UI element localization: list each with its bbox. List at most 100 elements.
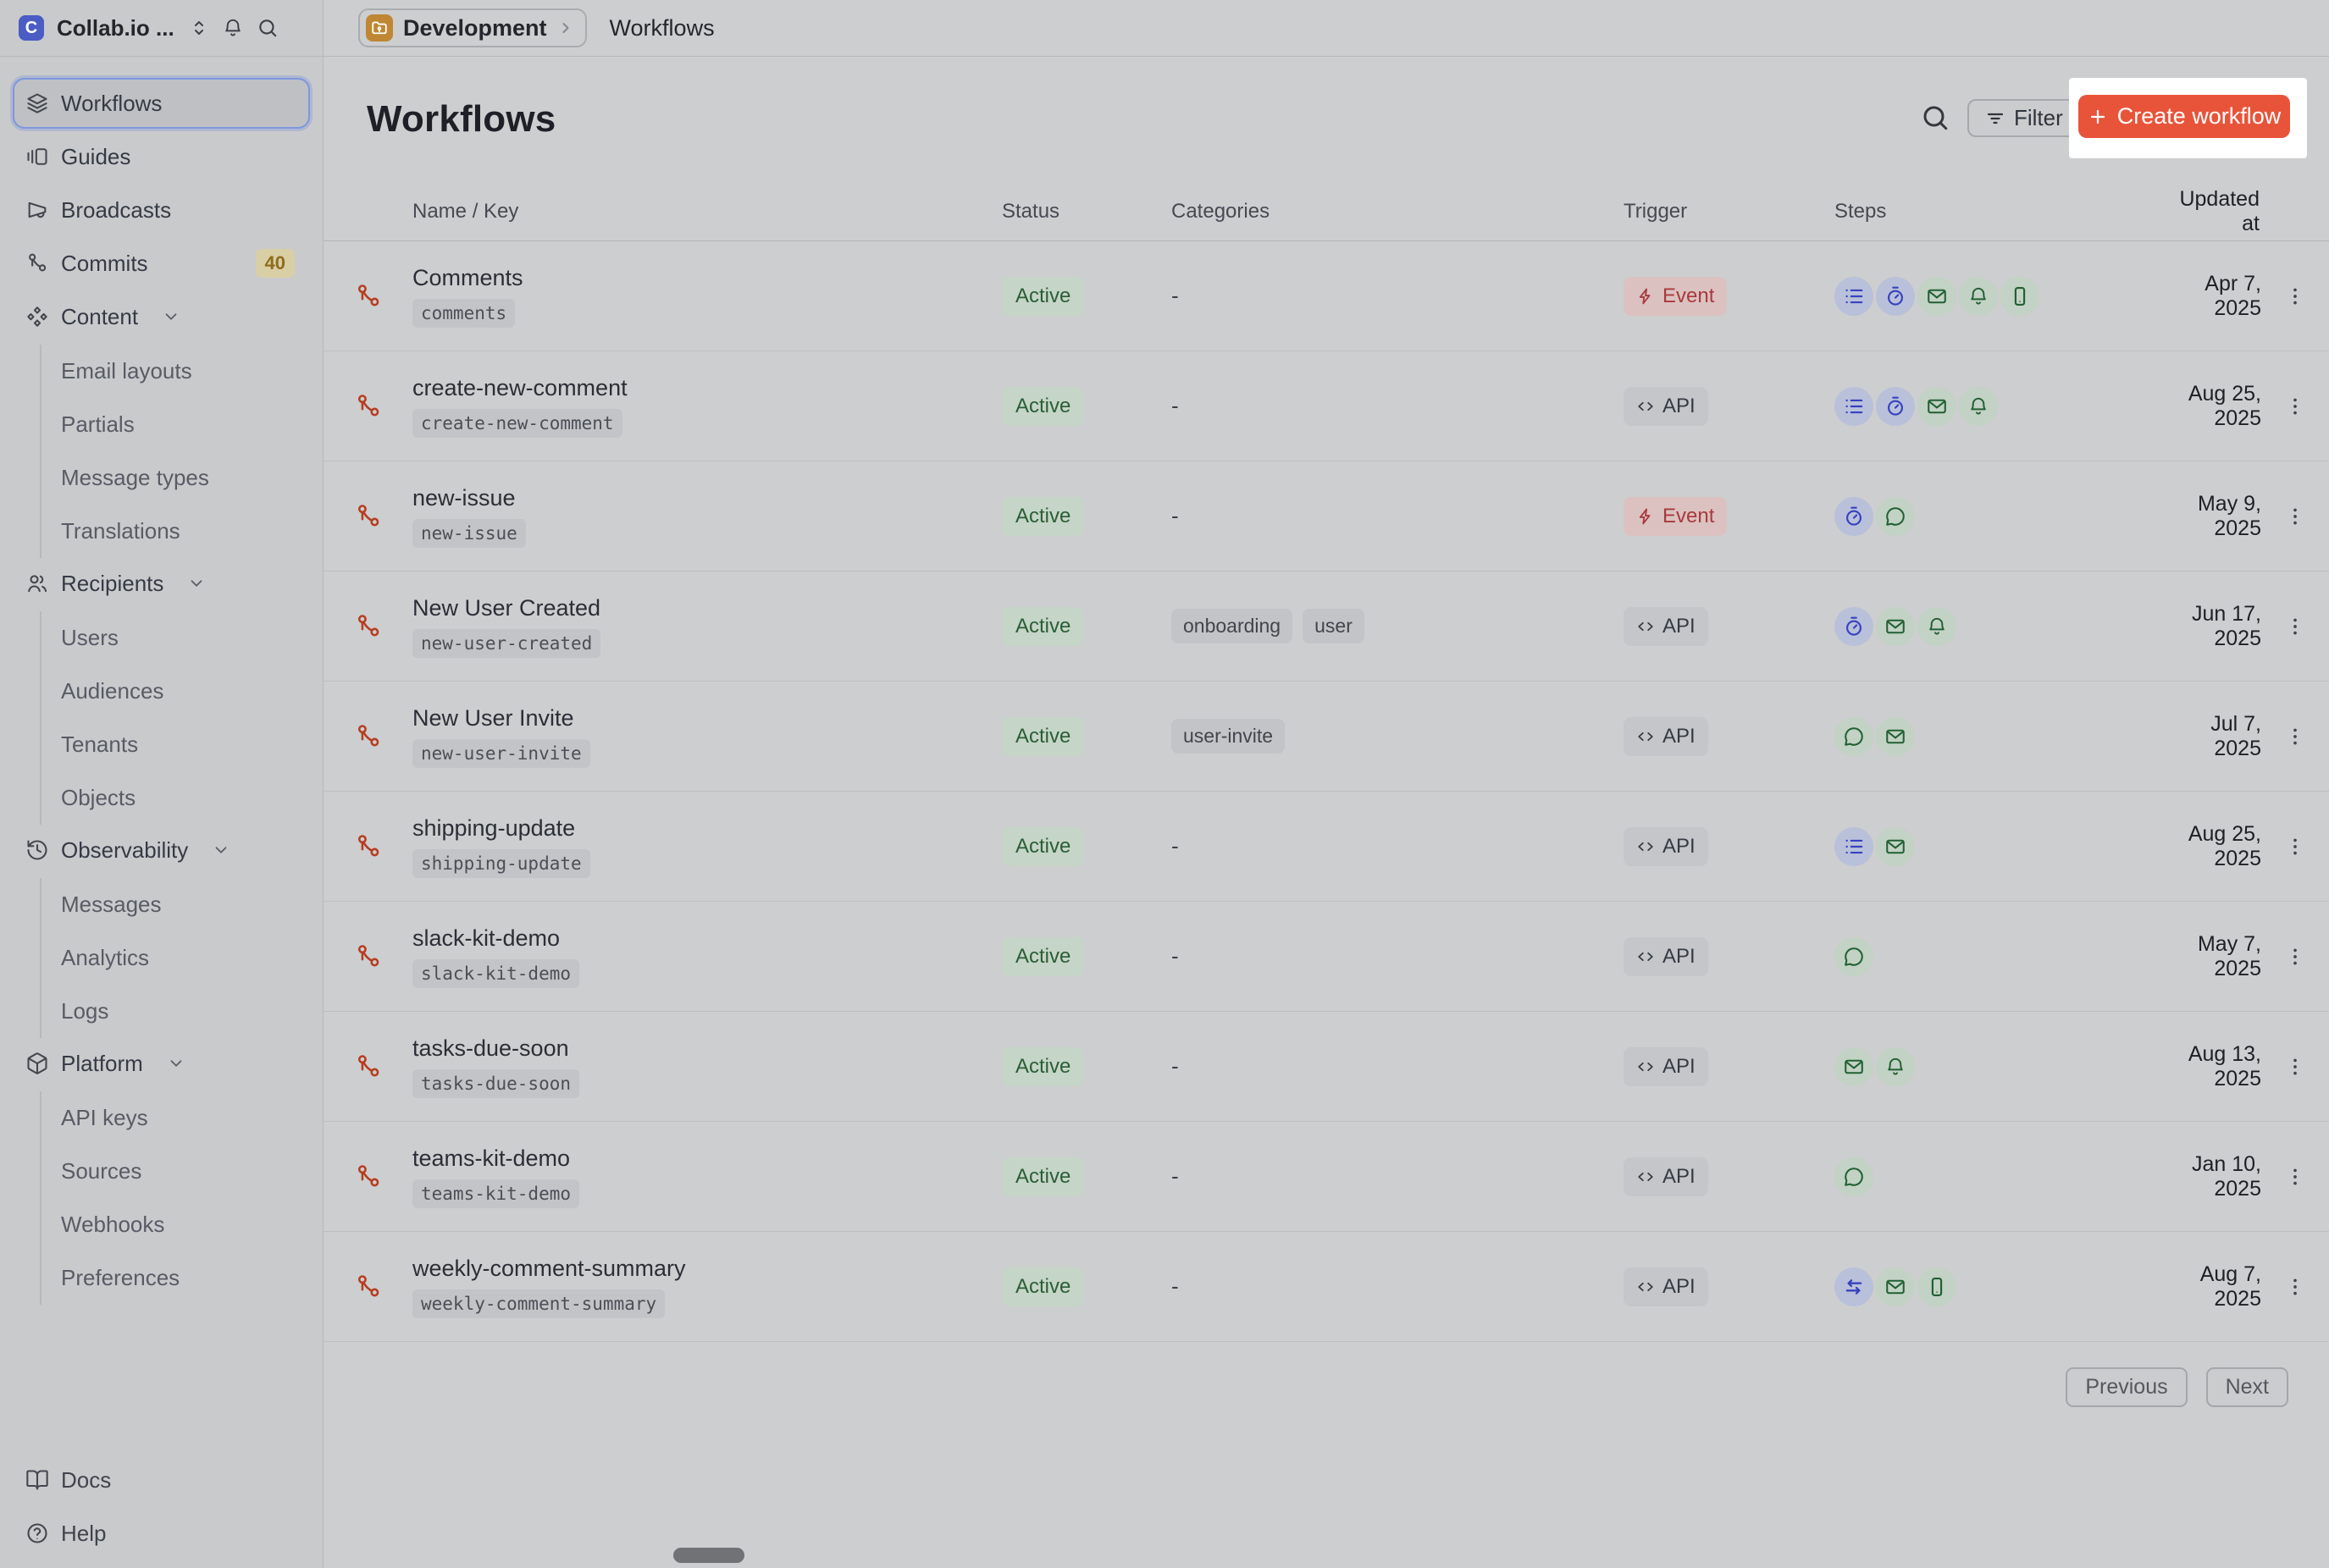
sidebar-subitem-api-keys[interactable]: API keys [61,1105,148,1130]
horizontal-scrollbar-thumb[interactable] [673,1548,744,1563]
workflow-type-cell [354,1052,412,1081]
sidebar-subitem-sources[interactable]: Sources [61,1158,142,1184]
sidebar-subitem-users[interactable]: Users [61,625,119,650]
sidebar-item-workflows[interactable]: Workflows [13,78,310,129]
sidebar-subitem-email-layouts[interactable]: Email layouts [61,358,192,384]
workflow-row-shipping-update[interactable]: shipping-update shipping-update Active - API… [324,792,2329,902]
sidebar-subitem-tenants[interactable]: Tenants [61,732,139,757]
filter-button[interactable]: Filter [1967,99,2081,137]
workflow-key: weekly-comment-summary [412,1289,666,1318]
sidebar-subitem-partials[interactable]: Partials [61,411,135,437]
help-circle-icon [25,1521,49,1545]
steps-cell [1834,826,2160,866]
workflow-row-new-issue[interactable]: new-issue new-issue Active - Event May 9, 202… [324,461,2329,571]
create-workflow-button[interactable]: Create workflow [2078,95,2290,138]
users-icon [25,571,49,595]
workflow-key: new-user-created [412,628,601,658]
table-header-row: Name / Key Status Categories Trigger Steps Up… [324,182,2329,241]
column-header-trigger: Trigger [1624,199,1688,223]
previous-page-button[interactable]: Previous [2066,1367,2188,1407]
code-icon [1636,837,1655,856]
sidebar-subitem-webhooks[interactable]: Webhooks [61,1212,165,1237]
sidebar-footer-item-help[interactable]: Help [13,1508,310,1559]
main-area: Development Workflows Workflows Filter C… [324,0,2329,1568]
workflow-branch-icon [354,392,383,421]
sidebar-subitem-messages[interactable]: Messages [61,892,162,917]
workflow-row-comments[interactable]: Comments comments Active - Event Apr 7, 2025 [324,241,2329,351]
sidebar-item-recipients[interactable]: Recipients [13,558,310,609]
status-cell: Active [1002,1157,1171,1196]
kebab-menu-icon[interactable] [2284,1166,2306,1188]
status-badge: Active [1002,826,1085,866]
sidebar-subitem-logs[interactable]: Logs [61,998,109,1024]
step-bell-icon [1876,1046,1915,1086]
sidebar-subitem-message-types[interactable]: Message types [61,465,209,490]
updated-at: Jul 7, 2025 [2210,711,2261,760]
workflow-row-new-user-created[interactable]: New User Created new-user-created Active on… [324,571,2329,682]
sidebar-item-label: Content [61,303,139,329]
kebab-menu-icon[interactable] [2284,836,2306,858]
sidebar-item-broadcasts[interactable]: Broadcasts [13,185,310,235]
steps-cell [1834,1267,2160,1306]
table-body: Comments comments Active - Event Apr 7, 2025 c… [324,241,2329,1342]
categories-cell: - [1171,283,1624,309]
workflow-row-create-new-comment[interactable]: create-new-comment create-new-comment Acti… [324,351,2329,461]
notifications-bell-icon[interactable] [222,17,244,39]
workflow-name: Comments [412,264,523,290]
sidebar-subitem-objects[interactable]: Objects [61,785,136,810]
sidebar-subitem-translations[interactable]: Translations [61,518,180,544]
workflow-row-new-user-invite[interactable]: New User Invite new-user-invite Active user… [324,682,2329,792]
pagination: Previous Next [324,1342,2329,1407]
sidebar-subitem-audiences[interactable]: Audiences [61,678,164,704]
status-badge: Active [1002,1267,1085,1306]
sidebar-item-content[interactable]: Content [13,291,310,342]
kebab-menu-icon[interactable] [2284,616,2306,638]
workflow-row-slack-kit-demo[interactable]: slack-kit-demo slack-kit-demo Active - API Ma… [324,902,2329,1012]
workspace-switcher-icon[interactable] [189,18,209,38]
sidebar-item-platform[interactable]: Platform [13,1038,310,1089]
kebab-menu-icon[interactable] [2284,1056,2306,1078]
workflow-row-teams-kit-demo[interactable]: teams-kit-demo teams-kit-demo Active - API Ja… [324,1122,2329,1232]
row-menu-cell [2261,1166,2328,1188]
empty-categories: - [1171,393,1179,418]
updated-at: Aug 13, 2025 [2188,1041,2261,1090]
sidebar-subitem-preferences[interactable]: Preferences [61,1265,180,1290]
sidebar-item-observability[interactable]: Observability [13,825,310,875]
kebab-menu-icon[interactable] [2284,395,2306,417]
category-pill: user-invite [1171,719,1286,754]
kebab-menu-icon[interactable] [2284,505,2306,527]
trigger-cell: API [1624,1046,1834,1086]
next-page-button[interactable]: Next [2205,1367,2288,1407]
trigger-badge: API [1624,1157,1708,1196]
sidebar-item-commits[interactable]: Commits 40 [13,238,310,289]
kebab-menu-icon[interactable] [2284,946,2306,968]
empty-categories: - [1171,503,1179,528]
sidebar-item-guides[interactable]: Guides [13,131,310,182]
workspace-name: Collab.io ... [57,14,174,41]
trigger-cell: API [1624,606,1834,646]
step-email-icon [1917,386,1956,426]
chevron-down-icon [187,574,206,593]
status-cell: Active [1002,496,1171,536]
step-chat-icon [1876,496,1915,536]
trigger-badge: API [1624,826,1708,866]
updated-at: May 9, 2025 [2197,491,2261,540]
sidebar-footer-item-docs[interactable]: Docs [13,1455,310,1505]
categories-cell: - [1171,833,1624,859]
search-icon[interactable] [1920,102,1950,133]
chevron-down-icon [212,841,230,859]
kebab-menu-icon[interactable] [2284,1276,2306,1298]
sidebar-sublist-observability: Messages Analytics Logs [40,878,310,1038]
sidebar-search-icon[interactable] [257,17,279,39]
breadcrumb-project[interactable]: Development [358,8,587,47]
sidebar-subitem-analytics[interactable]: Analytics [61,945,150,970]
categories-cell: onboarding user [1171,609,1624,643]
workflow-row-weekly-comment-summary[interactable]: weekly-comment-summary weekly-comment-sum… [324,1232,2329,1342]
updated-at: May 7, 2025 [2197,931,2261,980]
step-chat-icon [1834,936,1873,976]
kebab-menu-icon[interactable] [2284,726,2306,748]
workflow-row-tasks-due-soon[interactable]: tasks-due-soon tasks-due-soon Active - API Au… [324,1012,2329,1122]
sidebar-sublist-recipients: Users Audiences Tenants Objects [40,611,310,825]
kebab-menu-icon[interactable] [2284,285,2306,307]
step-phone-icon [2000,276,2039,316]
